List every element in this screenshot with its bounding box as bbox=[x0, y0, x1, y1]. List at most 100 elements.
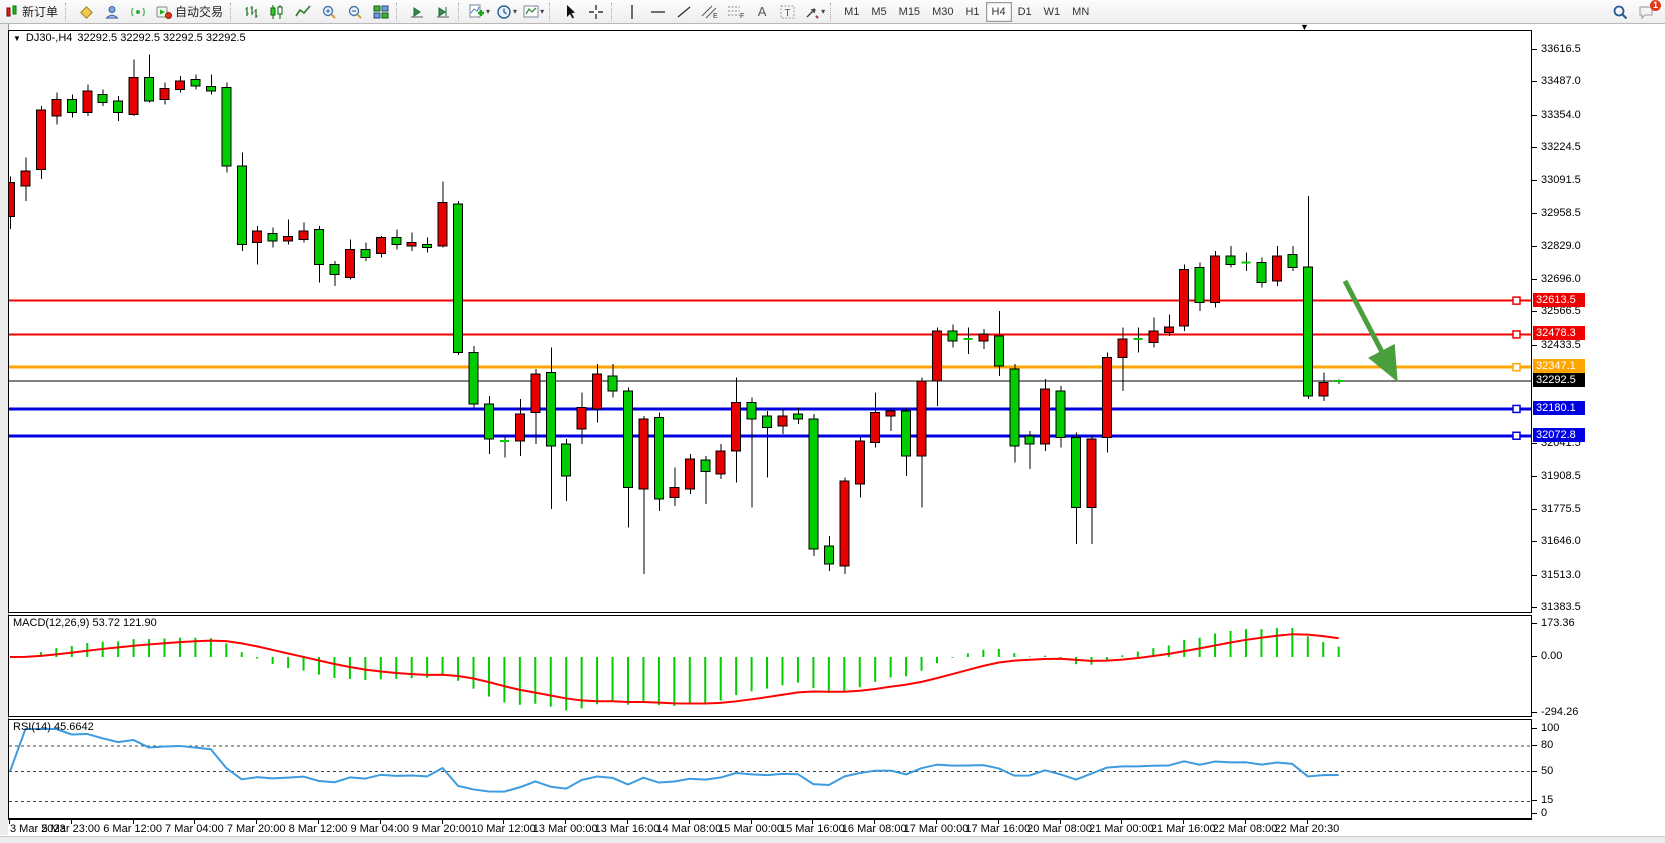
candle[interactable] bbox=[360, 242, 371, 262]
timeframe-button-m15[interactable]: M15 bbox=[898, 5, 921, 18]
price-axis[interactable]: 33616.5 33487.0 33354.0 33224.5 33091.5 32958… bbox=[1532, 24, 1665, 819]
timeframe-button-m30[interactable]: M30 bbox=[932, 5, 954, 18]
candle[interactable] bbox=[190, 74, 201, 90]
candle[interactable] bbox=[1040, 379, 1051, 451]
candle[interactable] bbox=[901, 407, 912, 476]
timeframe-button-m5[interactable]: M5 bbox=[871, 5, 887, 18]
candle[interactable] bbox=[35, 106, 46, 180]
periods-button[interactable]: ▾ bbox=[493, 1, 520, 23]
arrows-tool[interactable]: ▾ bbox=[801, 1, 828, 23]
candle[interactable] bbox=[514, 399, 525, 456]
hline-handle[interactable] bbox=[1512, 404, 1521, 414]
candle[interactable] bbox=[638, 415, 649, 575]
candle[interactable] bbox=[762, 410, 773, 478]
candle[interactable] bbox=[978, 329, 989, 350]
candle[interactable] bbox=[113, 96, 124, 122]
fibonacci-tool[interactable]: F bbox=[723, 1, 749, 23]
candle[interactable] bbox=[174, 76, 185, 93]
candle[interactable] bbox=[746, 397, 757, 508]
candle[interactable] bbox=[252, 226, 263, 265]
hline-handle[interactable] bbox=[1512, 330, 1521, 339]
line-chart-button[interactable] bbox=[290, 1, 316, 23]
candle[interactable] bbox=[715, 444, 726, 480]
candle[interactable] bbox=[1271, 246, 1282, 287]
autotrading-button[interactable]: 自动交易 bbox=[151, 1, 228, 23]
timeframe-button-h4[interactable]: H4 bbox=[985, 1, 1012, 22]
candle[interactable] bbox=[885, 407, 896, 431]
candle[interactable] bbox=[1318, 372, 1329, 401]
text-tool[interactable]: A bbox=[749, 1, 775, 23]
cursor-tool-button[interactable] bbox=[557, 1, 583, 23]
candle[interactable] bbox=[684, 454, 695, 495]
candle[interactable] bbox=[963, 327, 973, 355]
candle[interactable] bbox=[1225, 246, 1236, 268]
drawn-arrow-annotation[interactable] bbox=[1342, 279, 1398, 382]
candle[interactable] bbox=[1071, 432, 1082, 545]
candle[interactable] bbox=[839, 477, 850, 575]
candle[interactable] bbox=[66, 94, 77, 118]
candle[interactable] bbox=[607, 364, 618, 398]
zoom-in-button[interactable] bbox=[316, 1, 342, 23]
candle[interactable] bbox=[1334, 379, 1344, 384]
signals-button[interactable] bbox=[125, 1, 151, 23]
candle[interactable] bbox=[1256, 257, 1267, 288]
insert-indicator-button[interactable]: ▾ bbox=[466, 1, 493, 23]
crosshair-tool-button[interactable] bbox=[583, 1, 609, 23]
candle[interactable] bbox=[823, 535, 834, 571]
candle[interactable] bbox=[128, 59, 139, 117]
candle[interactable] bbox=[1163, 314, 1174, 336]
candle[interactable] bbox=[422, 237, 433, 253]
candle[interactable] bbox=[205, 74, 216, 95]
candle[interactable] bbox=[854, 437, 865, 498]
candle[interactable] bbox=[159, 82, 170, 105]
candle[interactable] bbox=[792, 407, 803, 425]
vertical-line-tool[interactable] bbox=[619, 1, 645, 23]
candle[interactable] bbox=[97, 89, 108, 107]
candle[interactable] bbox=[499, 435, 509, 458]
candle[interactable] bbox=[267, 227, 278, 248]
timeframe-button-h1[interactable]: H1 bbox=[965, 5, 980, 18]
new-order-button[interactable]: 新订单 bbox=[0, 1, 63, 23]
timeframe-button-m1[interactable]: M1 bbox=[844, 5, 860, 18]
search-button[interactable] bbox=[1607, 1, 1633, 23]
candle[interactable] bbox=[344, 239, 355, 280]
candle[interactable] bbox=[437, 181, 448, 248]
candle[interactable] bbox=[1210, 251, 1221, 308]
candle[interactable] bbox=[808, 414, 819, 556]
candle[interactable] bbox=[375, 236, 386, 258]
candle[interactable] bbox=[1302, 196, 1313, 400]
candle[interactable] bbox=[1194, 262, 1205, 312]
macd-indicator-pane[interactable]: MACD(12,26,9) 53.72 121.90 bbox=[8, 615, 1532, 717]
candle[interactable] bbox=[20, 157, 31, 202]
candle[interactable] bbox=[623, 387, 633, 528]
hline-handle[interactable] bbox=[1512, 431, 1521, 441]
candle[interactable] bbox=[406, 232, 417, 252]
horizontal-line-tool[interactable] bbox=[645, 1, 671, 23]
tile-windows-button[interactable] bbox=[368, 1, 394, 23]
candle[interactable] bbox=[530, 369, 541, 445]
candle[interactable] bbox=[576, 392, 587, 445]
rsi-canvas[interactable] bbox=[9, 720, 1531, 818]
hline-handle[interactable] bbox=[1512, 296, 1521, 305]
price-chart-pane[interactable]: ▼ DJ30-,H4 32292.5 32292.5 32292.5 32292… bbox=[8, 30, 1532, 613]
candle[interactable] bbox=[283, 219, 294, 245]
timeframe-button-d1[interactable]: D1 bbox=[1017, 5, 1032, 18]
candle[interactable] bbox=[144, 54, 155, 103]
candlestick-chart-button[interactable] bbox=[264, 1, 290, 23]
text-label-tool[interactable]: T bbox=[775, 1, 801, 23]
candle[interactable] bbox=[561, 439, 572, 501]
candle[interactable] bbox=[1024, 430, 1035, 470]
candle[interactable] bbox=[669, 467, 680, 506]
timeframe-button-mn[interactable]: MN bbox=[1072, 5, 1090, 18]
candle[interactable] bbox=[993, 311, 1004, 376]
candle[interactable] bbox=[9, 176, 15, 230]
candle[interactable] bbox=[391, 229, 402, 250]
collapse-arrow-icon[interactable]: ▼ bbox=[1300, 22, 1309, 32]
candle[interactable] bbox=[1287, 246, 1298, 272]
macd-canvas[interactable] bbox=[9, 616, 1531, 716]
candle[interactable] bbox=[932, 327, 942, 406]
candle[interactable] bbox=[483, 395, 494, 454]
candle[interactable] bbox=[777, 409, 788, 435]
candle[interactable] bbox=[947, 324, 958, 348]
candle[interactable] bbox=[731, 377, 742, 483]
